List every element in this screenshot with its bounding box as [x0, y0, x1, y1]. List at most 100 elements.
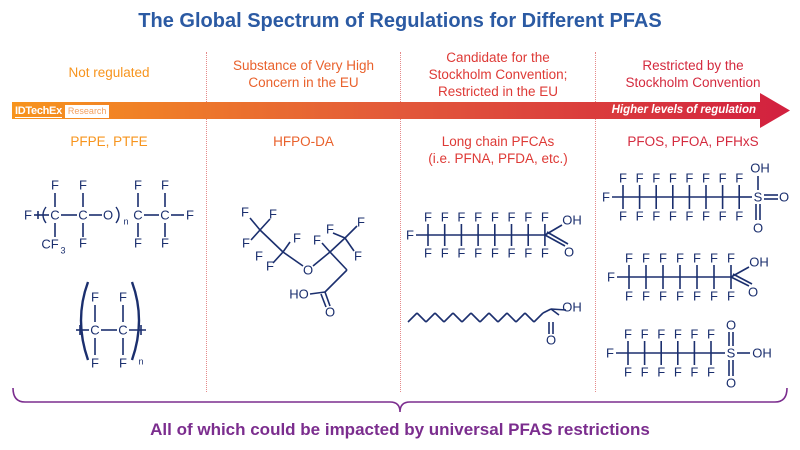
atom-label: F	[619, 209, 627, 224]
bond	[329, 237, 346, 253]
atom-label: F	[693, 251, 701, 266]
bond	[321, 242, 331, 253]
atom-label: F	[24, 208, 32, 223]
atom-label: F	[79, 236, 87, 251]
atom-label: OH	[562, 213, 582, 228]
atom-label: F	[625, 251, 633, 266]
atom-label: F	[641, 365, 649, 380]
atom-label: F	[735, 209, 743, 224]
fatty-acid-structure: OH O	[407, 300, 582, 348]
bond	[506, 312, 517, 323]
atom-label: F	[474, 246, 482, 261]
atom-label: n	[123, 217, 128, 227]
atom-label: F	[357, 215, 365, 230]
atom-label: F	[674, 327, 682, 342]
atom-label: F	[524, 210, 532, 225]
atom-label: 3	[60, 246, 65, 256]
compound-label-pfcas: Long chain PFCAs (i.e. PFNA, PFDA, etc.)	[428, 134, 568, 166]
atom-label: F	[636, 171, 644, 186]
bond	[470, 312, 481, 323]
atom-label: F	[719, 209, 727, 224]
atom-label: HO	[289, 287, 309, 302]
atom-label: F	[541, 246, 549, 261]
bond	[533, 312, 544, 323]
bond	[259, 229, 284, 253]
bond	[550, 308, 560, 316]
column-divider	[400, 52, 401, 392]
atom-label: F	[693, 289, 701, 304]
atom-label: F	[652, 209, 660, 224]
column-header-restricted: Restricted by the Stockholm Convention	[625, 58, 761, 90]
atom-label: F	[406, 228, 414, 243]
atom-label: S	[754, 190, 763, 205]
atom-label: F	[293, 231, 301, 246]
bond	[344, 237, 355, 252]
atom-label: F	[719, 171, 727, 186]
atom-label: F	[242, 236, 250, 251]
atom-label: F	[690, 365, 698, 380]
bond	[324, 269, 348, 293]
atom-label: F	[241, 205, 249, 220]
atom-label: F	[657, 327, 665, 342]
atom-label: O	[546, 333, 556, 348]
atom-label: F	[326, 222, 334, 237]
bond	[309, 291, 326, 295]
atom-label: O	[325, 305, 335, 320]
bond	[425, 312, 436, 323]
bond	[443, 312, 454, 323]
atom-label: F	[508, 246, 516, 261]
compound-label-hfpo-da: HFPO-DA	[273, 134, 334, 149]
atom-label: O	[753, 221, 763, 236]
atom-label: F	[676, 251, 684, 266]
bond	[416, 312, 427, 323]
atom-label: O	[748, 285, 758, 300]
atom-label: F	[619, 171, 627, 186]
atom-label: F	[91, 356, 99, 371]
atom-label: F	[474, 210, 482, 225]
regulation-arrow	[12, 93, 790, 128]
idtechex-logo: IDTechEx Research	[15, 104, 110, 118]
atom-label: n	[138, 357, 143, 367]
atom-label: F	[91, 290, 99, 305]
bond	[259, 218, 271, 231]
bond	[544, 224, 563, 236]
bond	[730, 276, 750, 287]
atom-label: F	[119, 290, 127, 305]
atom-label: O	[103, 208, 113, 223]
column-divider	[595, 52, 596, 392]
atom-label: F	[659, 289, 667, 304]
atom-label: F	[424, 246, 432, 261]
atom-label: CF	[41, 237, 58, 252]
bond	[434, 312, 445, 323]
bond	[250, 229, 261, 241]
atom-label: F	[624, 365, 632, 380]
atom-label: F	[441, 246, 449, 261]
atom-label: OH	[749, 255, 769, 270]
bond	[479, 312, 490, 323]
atom-label: F	[674, 365, 682, 380]
atom-label: C	[118, 323, 127, 338]
atom-label: F	[541, 210, 549, 225]
bond	[320, 293, 327, 308]
atom-label: C	[90, 323, 99, 338]
bond	[344, 225, 358, 239]
bond	[407, 312, 418, 323]
bond	[544, 234, 566, 247]
atom-label: F	[269, 207, 277, 222]
atom-label: O	[726, 318, 736, 333]
atom-label: F	[354, 249, 362, 264]
column-header-svhc: Substance of Very High Concern in the EU	[232, 58, 375, 90]
atom-label: F	[702, 209, 710, 224]
atom-label: F	[669, 209, 677, 224]
bond	[461, 312, 472, 323]
bond	[515, 312, 526, 323]
atom-label: O	[779, 190, 789, 205]
bond	[329, 251, 348, 271]
diagram-title: The Global Spectrum of Regulations for D…	[138, 10, 662, 32]
bond	[312, 251, 331, 267]
